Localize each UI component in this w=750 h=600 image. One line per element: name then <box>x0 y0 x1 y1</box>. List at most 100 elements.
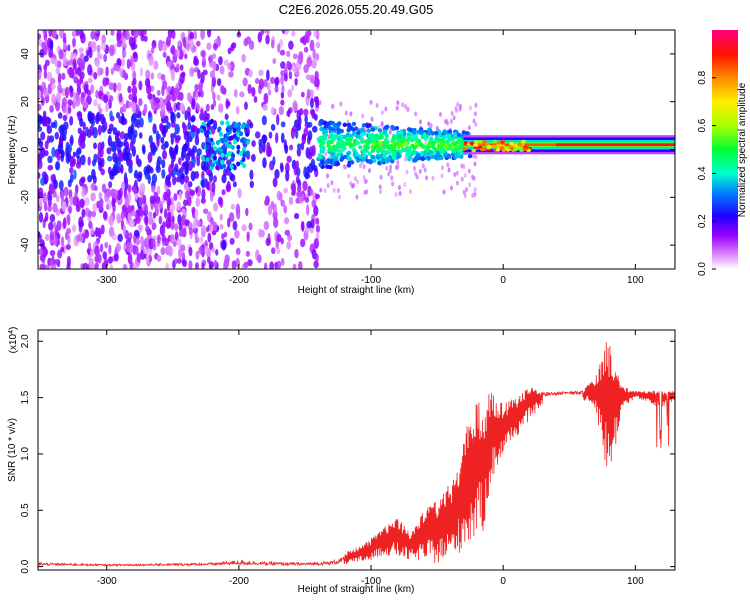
spectrogram-cell <box>116 30 122 40</box>
spectrogram-cell <box>230 43 235 52</box>
spectrogram-cell <box>326 183 330 189</box>
spectrogram-cell <box>425 144 431 149</box>
spectrogram-cell <box>309 189 314 196</box>
spectrogram-cell <box>191 100 196 110</box>
spectrogram-cell <box>200 197 206 204</box>
spectrogram-cell <box>241 224 247 232</box>
spectrogram-cell <box>286 155 292 163</box>
spectrogram-cell <box>247 259 253 267</box>
spectrogram-cell <box>98 192 103 200</box>
spectrogram-cell <box>122 103 127 113</box>
spectrogram-cell <box>55 66 61 75</box>
spectrogram-cell <box>279 38 284 48</box>
spectrogram-cell <box>208 56 212 63</box>
spectrogram-cell <box>345 151 351 156</box>
spectrogram-cell <box>358 145 363 150</box>
spectrogram-cell <box>94 255 99 263</box>
spectrogram-cell <box>330 103 334 109</box>
spectrogram-cell <box>108 82 115 91</box>
spectrogram-cell <box>200 108 204 115</box>
spectrogram-cell <box>217 94 221 102</box>
spectrogram-cell <box>197 90 202 98</box>
spectrogram-cell <box>323 160 329 165</box>
spectrogram-cell <box>40 96 45 106</box>
spectrogram-cell <box>323 124 329 129</box>
spectrogram-cell <box>189 189 196 196</box>
spectrogram-cell <box>415 174 419 180</box>
spectrogram-cell <box>348 136 353 142</box>
spectrogram-cell <box>38 230 41 238</box>
spectrogram-cell <box>233 139 238 145</box>
spectrogram-cell <box>123 118 128 125</box>
spectrogram-cell <box>445 118 449 124</box>
spectrogram-cell <box>370 154 376 160</box>
spectrogram-cell <box>370 116 374 122</box>
spectrogram-cell <box>140 236 144 245</box>
spectrogram-cell <box>423 151 428 156</box>
spectrogram-cell <box>267 204 273 216</box>
spectrogram-cell <box>129 261 133 269</box>
spectrogram-cell <box>182 147 187 159</box>
spectrogram-cell <box>334 161 340 166</box>
spectrogram-cell <box>38 69 42 80</box>
spectrogram-cell <box>103 53 108 63</box>
spectrogram-cell <box>150 238 156 248</box>
spectrogram-heatmap <box>38 30 675 269</box>
spectrogram-cell <box>265 237 271 247</box>
spectrogram-cell <box>267 146 272 157</box>
spectrogram-cell <box>472 153 476 159</box>
spectrogram-cell <box>77 127 82 135</box>
spectrogram-cell <box>286 50 291 57</box>
spectrogram-cell <box>365 123 371 129</box>
spectrogram-cell <box>91 168 96 180</box>
spectrogram-cell <box>380 121 384 127</box>
spectrogram-cell <box>263 262 268 269</box>
spectrogram-cell <box>105 203 110 210</box>
spectrogram-cell <box>244 101 248 111</box>
spectrogram-cell <box>491 144 497 149</box>
spectrogram-cell <box>232 220 238 231</box>
spectrogram-cell <box>518 146 524 151</box>
spectrogram-cell <box>49 105 54 113</box>
spectrogram-cell <box>49 194 53 201</box>
spectrogram-cell <box>430 154 435 159</box>
spectrogram-cell <box>286 229 290 237</box>
chart-title: C2E6.2026.055.20.49.G05 <box>279 2 434 17</box>
spectrogram-cell <box>101 34 106 44</box>
spectrogram-cell <box>382 130 388 135</box>
colorbar-label: Normalized spectral amplitude <box>737 82 748 217</box>
spectrogram-cell <box>249 180 254 189</box>
spectrogram-cell <box>109 264 114 269</box>
spectrogram-cell <box>163 141 169 148</box>
spectrogram-cell <box>206 112 210 121</box>
spectrogram-cell <box>405 169 409 175</box>
spectrogram-cell <box>123 49 127 58</box>
spectrogram-cell <box>271 247 276 255</box>
spectrogram-cell <box>123 132 129 141</box>
spectrogram-cell <box>50 259 54 269</box>
spectrogram-cell <box>55 161 60 171</box>
spectrogram-cell <box>309 108 315 116</box>
spectrogram-cell <box>499 146 505 150</box>
snr-y-tick-label: 0.5 <box>20 503 31 517</box>
spectrogram-cell <box>76 234 81 243</box>
spectrogram-cell <box>44 45 48 56</box>
spectrogram-cell <box>474 140 480 144</box>
spectrogram-cell <box>93 99 98 107</box>
spectrogram-cell <box>197 82 203 92</box>
spectrogram-cell <box>336 148 341 153</box>
spectrogram-cell <box>151 185 156 193</box>
spectrogram-cell <box>338 134 344 139</box>
spectrogram-cell <box>105 102 109 113</box>
spectrogram-cell <box>318 119 324 124</box>
spectrogram-cell <box>62 217 67 229</box>
spectrogram-cell <box>69 137 74 145</box>
spectrogram-cell <box>298 261 303 269</box>
spectrogram-cell <box>284 30 289 35</box>
spectrogram-cell <box>177 258 182 264</box>
spectrogram-cell <box>406 106 410 112</box>
spectrogram-cell <box>297 53 304 65</box>
spectrogram-cell <box>407 157 412 162</box>
spectrogram-cell <box>187 136 193 143</box>
spectrogram-cell <box>218 131 223 137</box>
